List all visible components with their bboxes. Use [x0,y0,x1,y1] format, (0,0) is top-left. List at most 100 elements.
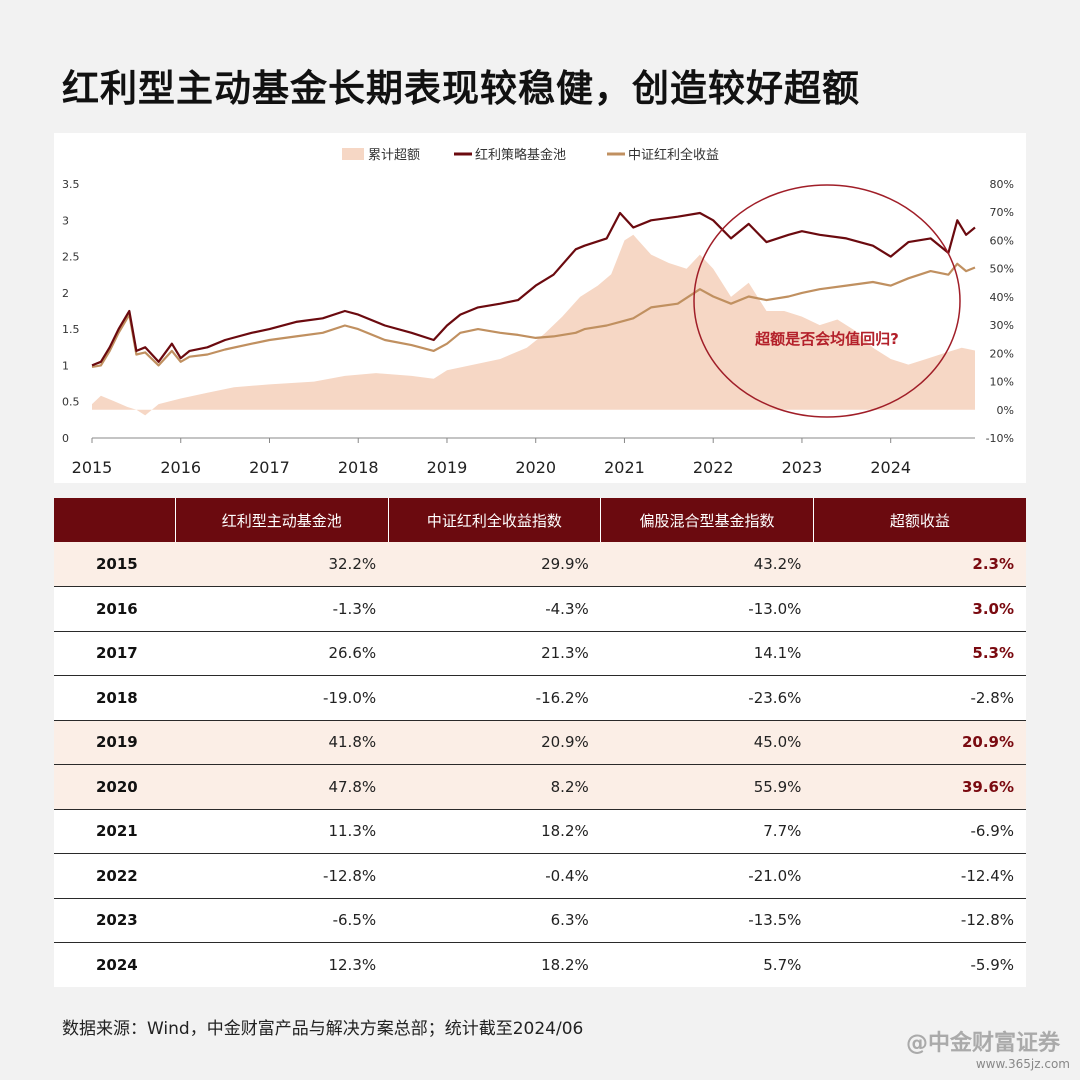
x-tick-label: 2023 [782,458,823,477]
table-cell: 6.3% [550,911,589,930]
row-year: 2020 [96,777,138,796]
table-cell: -12.8% [323,866,377,885]
right-axis-tick-label: 70% [990,206,1014,219]
highlight-ellipse [693,184,961,418]
table-cell: -6.5% [332,911,377,930]
table-row: 2015 32.2% 29.9% 43.2% 2.3% [54,542,1026,587]
table-cell: 26.6% [328,644,377,663]
table-cell: 7.7% [763,822,802,841]
legend-label-index: 中证红利全收益 [628,147,719,163]
table-cell: 18.2% [541,822,589,841]
table-cell: 47.8% [328,777,377,796]
left-axis-tick-label: 3.5 [62,178,80,191]
right-axis-tick-label: 50% [990,263,1014,276]
left-axis-tick-label: 0.5 [62,396,80,409]
table-body: 2015 32.2% 29.9% 43.2% 2.3% 2016 -1.3% -4.3% -13… [54,542,1026,987]
x-tick-label: 2018 [338,458,379,477]
table-cell: -16.2% [535,688,589,707]
source-note: 数据来源：Wind，中金财富产品与解决方案总部；统计截至2024/06 [62,1019,584,1039]
legend-swatch-excess [342,148,364,160]
table-cell: 5.7% [763,956,802,974]
left-axis-tick-label: 2 [62,287,69,300]
column-header [54,498,176,542]
right-axis-tick-label: 80% [990,178,1014,191]
table-cell: 32.2% [328,555,377,573]
watermark: @中金财富证券 [905,1031,1060,1056]
table-row: 2020 47.8% 8.2% 55.9% 39.6% [54,764,1026,809]
table-row: 2017 26.6% 21.3% 14.1% 5.3% [54,631,1026,676]
returns-table: 红利型主动基金池 中证红利全收益指数 偏股混合型基金指数 超额收益 2015 32.2%… [54,498,1026,987]
column-header: 超额收益 [812,498,1026,542]
table-cell: -4.3% [545,599,589,618]
table-cell: -0.4% [545,866,589,885]
right-axis-tick-label: 60% [990,234,1014,247]
row-year: 2016 [96,599,138,618]
table-cell: -12.4% [960,866,1014,885]
row-year: 2022 [96,866,138,885]
table-cell: -19.0% [323,688,377,707]
x-tick-label: 2015 [72,458,113,477]
table-cell: 21.3% [541,644,589,663]
right-axis-tick-label: 20% [990,347,1014,360]
table-cell: -2.8% [970,688,1014,707]
table-cell: 39.6% [961,777,1014,796]
table-row: 2022 -12.8% -0.4% -21.0% -12.4% [54,854,1026,898]
left-axis-tick-label: 2.5 [62,251,80,264]
dividend-index-line [91,262,976,368]
x-tick-label: 2017 [249,458,290,477]
left-axis-tick-label: 1 [62,359,69,372]
row-year: 2018 [96,688,138,707]
table-cell: 20.9% [541,733,589,752]
row-year: 2023 [96,911,138,930]
left-axis-tick-label: 0 [62,432,69,445]
table-cell: -5.9% [970,956,1014,974]
table-row: 2016 -1.3% -4.3% -13.0% 3.0% [54,587,1026,631]
column-header: 中证红利全收益指数 [387,498,601,542]
right-axis-tick-label: -10% [986,432,1014,445]
x-tick-label: 2016 [160,458,201,477]
row-year: 2015 [96,555,138,573]
fund-pool-line [91,211,976,367]
table-cell: 12.3% [328,956,377,974]
right-axis-tick-label: 30% [990,319,1014,332]
table-cell: 29.9% [541,555,589,573]
chart-card: 2015 2016 2017 2018 2019 2020 2021 2022 2023 2024… [54,133,1026,483]
legend-label-fund: 红利策略基金池 [475,147,566,163]
x-tick-label: 2021 [604,458,645,477]
right-axis-tick-label: 40% [990,291,1014,304]
legend-label-excess: 累计超额 [368,148,420,163]
excess-area [92,234,975,416]
table-cell: 3.0% [972,599,1014,618]
left-axis-tick-label: 3 [62,214,69,227]
table-cell: 41.8% [328,733,377,752]
page-title: 红利型主动基金长期表现较稳健，创造较好超额 [62,67,860,110]
line-chart: 2015 2016 2017 2018 2019 2020 2021 2022 2023 2024… [62,147,1014,477]
row-year: 2019 [96,733,138,752]
watermark-url: www.365jz.com [975,1057,1070,1071]
table-cell: 18.2% [541,956,589,974]
table-cell: 20.9% [961,733,1014,752]
table-cell: 55.9% [753,777,802,796]
row-year: 2021 [96,822,138,841]
annotation-text: 超额是否会均值回归? [754,330,899,348]
table-cell: -1.3% [332,599,377,618]
table-row: 2018 -19.0% -16.2% -23.6% -2.8% [54,676,1026,720]
right-axis-tick-label: 0% [997,404,1014,417]
table-cell: -23.6% [748,688,802,707]
table-row: 2023 -6.5% 6.3% -13.5% -12.8% [54,898,1026,943]
left-axis-tick-label: 1.5 [62,323,80,336]
table-cell: 14.1% [753,644,802,663]
table-cell: 43.2% [753,555,802,573]
table-cell: -13.0% [748,599,802,618]
table-cell: 11.3% [328,822,377,841]
x-tick-label: 2019 [427,458,468,477]
table-cell: 8.2% [550,777,589,796]
x-tick-label: 2020 [515,458,556,477]
table-cell: -6.9% [970,822,1014,841]
right-axis-tick-label: 10% [990,376,1014,389]
table-cell: -13.5% [748,911,802,930]
table-cell: 2.3% [972,555,1014,573]
table-row: 2019 41.8% 20.9% 45.0% 20.9% [54,720,1026,765]
x-tick-label: 2022 [693,458,734,477]
returns-table-card: 红利型主动基金池 中证红利全收益指数 偏股混合型基金指数 超额收益 2015 32.2%… [54,498,1026,987]
